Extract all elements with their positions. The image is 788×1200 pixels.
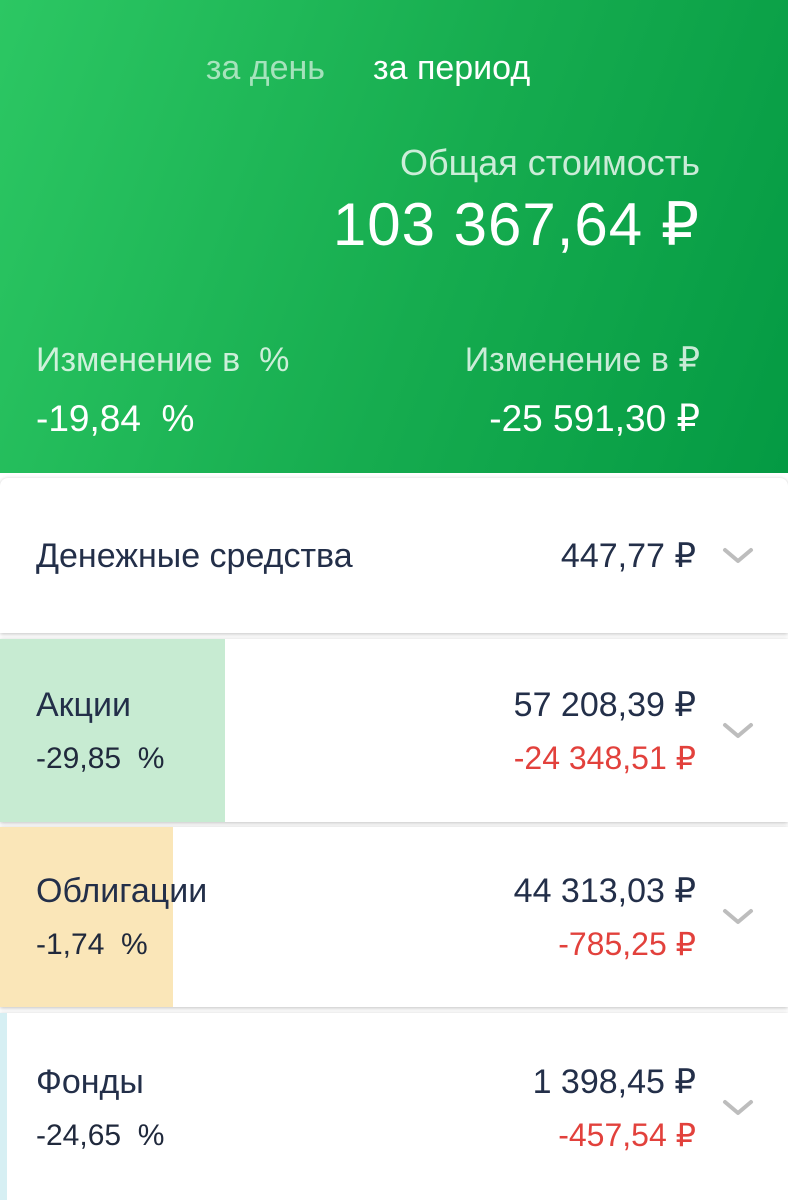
asset-title: Денежные средства (36, 536, 353, 575)
asset-value: 1 398,45 ₽ (532, 1063, 696, 1101)
asset-rub-change: -785,25 ₽ (558, 926, 696, 962)
asset-row-funds[interactable]: Фонды -24,65 % 1 398,45 ₽ -457,54 ₽ (0, 1013, 788, 1200)
asset-percent-change: -1,74 % (36, 928, 148, 961)
chevron-down-icon (722, 547, 754, 565)
asset-row-stocks[interactable]: Акции -29,85 % 57 208,39 ₽ -24 348,51 ₽ (0, 639, 788, 822)
total-value-label: Общая стоимость (400, 142, 700, 183)
asset-value: 447,77 ₽ (560, 536, 696, 575)
stocks-share-stripe (0, 639, 225, 822)
asset-row-bonds[interactable]: Облигации -1,74 % 44 313,03 ₽ -785,25 ₽ (0, 827, 788, 1007)
period-tabs: за день за период (36, 0, 700, 90)
chevron-down-icon (722, 908, 754, 926)
tab-per-period[interactable]: за период (373, 49, 531, 87)
asset-row-cash[interactable]: Денежные средства 447,77 ₽ (0, 478, 788, 633)
bonds-share-stripe (0, 827, 174, 1007)
change-percent-label: Изменение в % (36, 341, 290, 379)
asset-title: Акции (36, 685, 132, 724)
chevron-down-icon (722, 1099, 754, 1117)
asset-rub-change: -457,54 ₽ (558, 1117, 696, 1153)
change-rub-label: Изменение в ₽ (464, 341, 700, 379)
asset-title: Облигации (36, 872, 208, 910)
asset-value: 44 313,03 ₽ (513, 872, 696, 910)
funds-share-stripe (0, 1013, 8, 1200)
asset-title: Фонды (36, 1063, 144, 1101)
asset-rub-change: -24 348,51 ₽ (513, 739, 696, 776)
asset-percent-change: -24,65 % (36, 1119, 165, 1152)
tab-per-day[interactable]: за день (205, 49, 325, 87)
change-rub-value: -25 591,30 ₽ (489, 398, 700, 439)
asset-value: 57 208,39 ₽ (513, 685, 696, 724)
portfolio-summary-header: за день за период Общая стоимость 103 36… (0, 0, 788, 473)
total-value-amount: 103 367,64 ₽ (332, 191, 700, 258)
change-percent-value: -19,84 % (36, 398, 195, 439)
asset-percent-change: -29,85 % (36, 741, 165, 775)
chevron-down-icon (722, 722, 754, 740)
